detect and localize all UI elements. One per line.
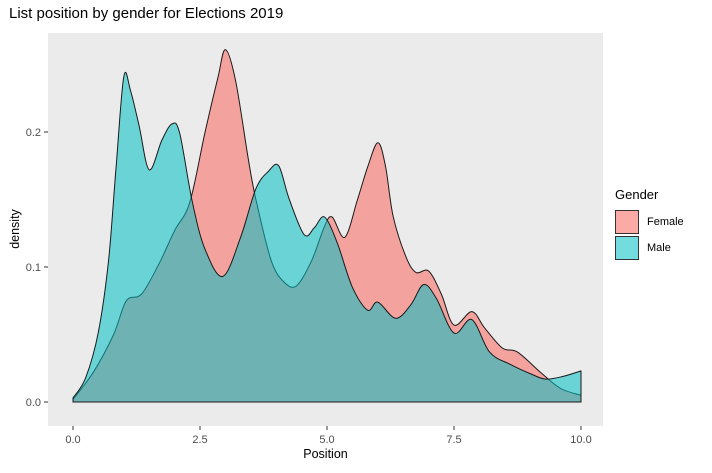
x-axis-label: Position bbox=[303, 447, 348, 461]
plot-title: List position by gender for Elections 20… bbox=[9, 5, 284, 22]
y-tick-label: 0.1 bbox=[26, 262, 41, 274]
x-tick-label: 0.0 bbox=[65, 434, 80, 446]
legend-title: Gender bbox=[615, 187, 659, 202]
legend-item-female: Female bbox=[615, 210, 684, 234]
legend-swatch-female bbox=[615, 210, 639, 234]
legend-label-male: Male bbox=[647, 242, 671, 254]
y-tick-label: 0.0 bbox=[26, 397, 41, 409]
y-axis-label: density bbox=[8, 209, 22, 249]
y-tick-label: 0.2 bbox=[26, 127, 41, 139]
legend-swatch-male bbox=[615, 236, 639, 260]
legend-label-female: Female bbox=[647, 216, 684, 228]
x-tick-label: 7.5 bbox=[446, 434, 461, 446]
density-area-male bbox=[72, 71, 582, 403]
x-tick-label: 10.0 bbox=[570, 434, 591, 446]
legend-item-male: Male bbox=[615, 236, 684, 260]
x-tick-label: 5.0 bbox=[319, 434, 334, 446]
legend: Gender Female Male bbox=[615, 187, 684, 262]
x-tick-label: 2.5 bbox=[192, 434, 207, 446]
